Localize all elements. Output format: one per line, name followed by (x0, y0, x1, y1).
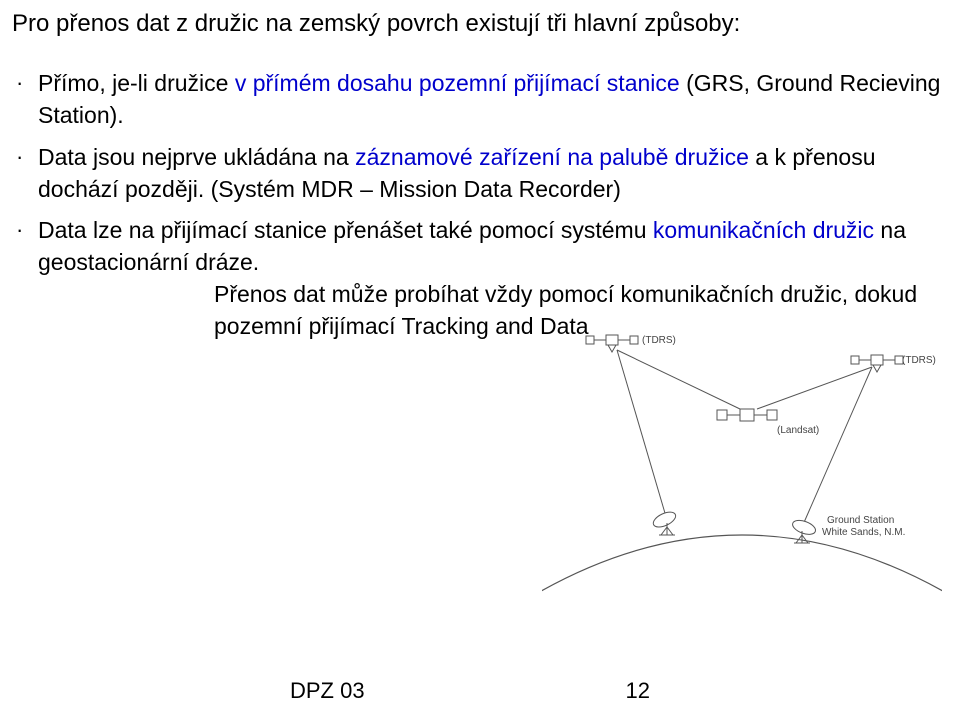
text-segment: Přímo, je-li družice (38, 70, 235, 96)
landsat-label: (Landsat) (777, 425, 819, 436)
tdrs-right-icon (851, 355, 903, 372)
text-segment-highlight: v přímém dosahu pozemní přijímací stanic… (235, 70, 680, 96)
text-segment: Data lze na přijímací stanice přenášet t… (38, 217, 653, 243)
tdrs-left-label: (TDRS) (642, 335, 676, 346)
tdrs-right-label: (TDRS) (902, 355, 936, 366)
bullet-item-1: Přímo, je-li družice v přímém dosahu poz… (38, 68, 948, 131)
tdrs-left-icon (586, 335, 638, 352)
bullet-item-2: Data jsou nejprve ukládána na záznamové … (38, 142, 948, 205)
link-line (617, 350, 740, 409)
ground-station-left-icon (651, 509, 678, 535)
bullet-list: Přímo, je-li družice v přímém dosahu poz… (12, 68, 948, 342)
page-title: Pro přenos dat z družic na zemský povrch… (12, 8, 948, 40)
footer-right: 12 (626, 678, 650, 704)
text-segment-highlight: záznamové zařízení na palubě družice (355, 144, 749, 170)
footer-left: DPZ 03 (290, 678, 365, 704)
relay-diagram: (TDRS) (TDRS) (Landsat) (542, 305, 942, 605)
text-segment-highlight: komunikačních družic (653, 217, 874, 243)
link-line (757, 367, 872, 409)
landsat-icon (717, 409, 777, 421)
link-line (802, 367, 872, 527)
ground-label-2: White Sands, N.M. (822, 527, 905, 538)
text-segment: Data jsou nejprve ukládána na (38, 144, 355, 170)
ground-label-1: Ground Station (827, 515, 894, 526)
earth-arc (542, 535, 942, 605)
link-line (617, 350, 667, 520)
